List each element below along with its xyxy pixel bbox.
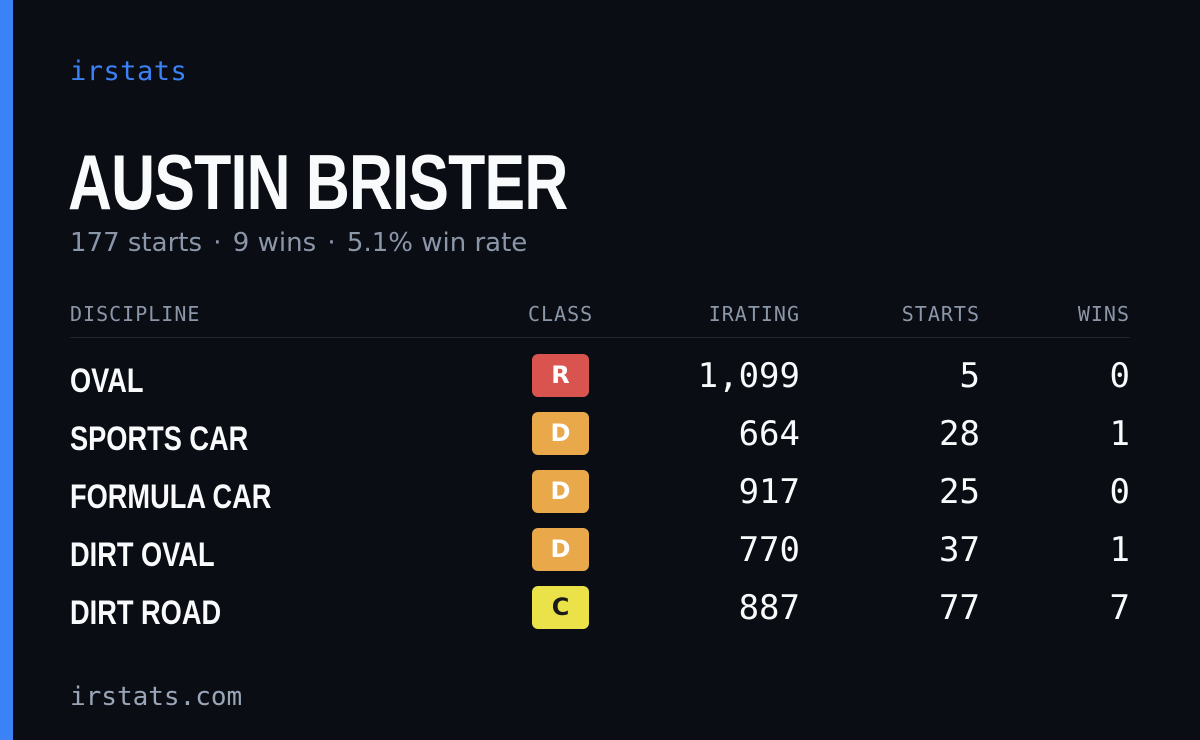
separator: · (213, 228, 222, 258)
starts-count: 177 starts (70, 228, 202, 258)
table-row: DIRT ROAD C 887 77 7 (70, 586, 1130, 644)
footer-url: irstats.com (70, 682, 243, 712)
wins-value: 0 (1109, 472, 1130, 512)
header-irating: IRATING (708, 302, 800, 326)
discipline-name: SPORTS CAR (70, 420, 249, 458)
class-badge: D (532, 528, 589, 571)
starts-value: 77 (939, 588, 980, 628)
driver-summary: 177 starts · 9 wins · 5.1% win rate (70, 228, 527, 258)
irating-value: 664 (738, 414, 800, 454)
header-class: CLASS (528, 302, 594, 326)
starts-value: 5 (959, 356, 980, 396)
class-badge: D (532, 412, 589, 455)
table-row: DIRT OVAL D 770 37 1 (70, 528, 1130, 586)
class-badge: C (532, 586, 589, 629)
irating-value: 1,099 (697, 356, 800, 396)
discipline-name: DIRT OVAL (70, 536, 215, 574)
wins-value: 1 (1109, 414, 1130, 454)
discipline-name: FORMULA CAR (70, 478, 272, 516)
starts-value: 28 (939, 414, 980, 454)
brand-logo: irstats (70, 56, 188, 87)
table-row: FORMULA CAR D 917 25 0 (70, 470, 1130, 528)
accent-bar (0, 0, 13, 740)
wins-value: 0 (1109, 356, 1130, 396)
irating-value: 887 (738, 588, 800, 628)
discipline-name: DIRT ROAD (70, 594, 222, 632)
starts-value: 25 (939, 472, 980, 512)
table-row: OVAL R 1,099 5 0 (70, 354, 1130, 412)
discipline-name: OVAL (70, 362, 144, 400)
header-starts: STARTS (901, 302, 980, 326)
wins-count: 9 wins (232, 228, 317, 258)
irating-value: 770 (738, 530, 800, 570)
irating-value: 917 (738, 472, 800, 512)
wins-value: 7 (1109, 588, 1130, 628)
header-wins: WINS (1077, 302, 1130, 326)
separator: · (327, 228, 336, 258)
header-discipline: DISCIPLINE (70, 302, 201, 326)
table-row: SPORTS CAR D 664 28 1 (70, 412, 1130, 470)
table-header: DISCIPLINE CLASS IRATING STARTS WINS (70, 298, 1130, 338)
class-badge: D (532, 470, 589, 513)
wins-value: 1 (1109, 530, 1130, 570)
driver-name: AUSTIN BRISTER (68, 138, 568, 226)
win-rate: 5.1% win rate (346, 228, 528, 258)
starts-value: 37 (939, 530, 980, 570)
class-badge: R (532, 354, 589, 397)
